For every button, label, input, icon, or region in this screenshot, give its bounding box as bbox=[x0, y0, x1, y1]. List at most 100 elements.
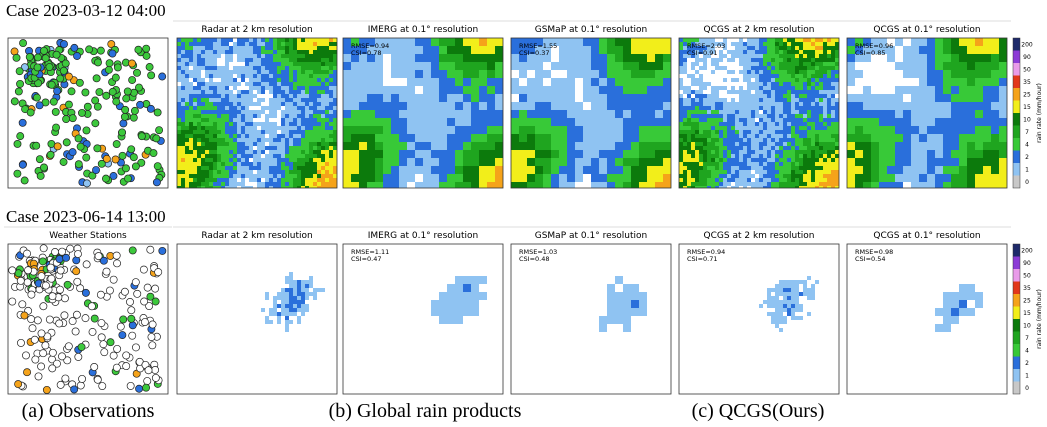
rain-cell bbox=[747, 102, 751, 106]
rain-cell bbox=[791, 114, 795, 118]
rain-cell bbox=[811, 66, 815, 70]
rain-cell bbox=[309, 146, 313, 150]
rain-cell bbox=[245, 98, 249, 102]
rain-cell bbox=[711, 158, 715, 162]
rain-cell bbox=[309, 70, 313, 74]
rain-cell bbox=[835, 82, 839, 86]
rain-cell bbox=[807, 122, 811, 126]
rain-cell bbox=[983, 134, 991, 142]
rain-cell bbox=[943, 308, 951, 316]
station bbox=[94, 376, 101, 383]
rain-cell bbox=[791, 126, 795, 130]
rain-cell bbox=[201, 78, 205, 82]
rain-cell bbox=[261, 182, 265, 186]
rain-cell bbox=[599, 38, 607, 46]
rain-cell bbox=[241, 158, 245, 162]
rain-cell bbox=[297, 106, 301, 110]
rain-cell bbox=[775, 296, 779, 300]
rain-cell bbox=[799, 50, 803, 54]
rain-cell bbox=[233, 50, 237, 54]
rain-cell bbox=[309, 280, 313, 284]
rain-cell bbox=[265, 126, 269, 130]
rain-cell bbox=[759, 38, 763, 42]
rain-cell bbox=[185, 158, 189, 162]
rain-cell bbox=[221, 74, 225, 78]
rain-cell bbox=[431, 308, 439, 316]
rain-cell bbox=[999, 126, 1007, 134]
station bbox=[38, 330, 45, 337]
rain-cell bbox=[771, 78, 775, 82]
rain-cell bbox=[847, 126, 855, 134]
rain-cell bbox=[447, 94, 455, 102]
rain-cell bbox=[487, 94, 495, 102]
rain-cell bbox=[375, 166, 383, 174]
rain-cell bbox=[811, 146, 815, 150]
rain-cell bbox=[367, 134, 375, 142]
rain-cell bbox=[455, 126, 463, 134]
station bbox=[128, 60, 135, 67]
rain-cell bbox=[631, 70, 639, 78]
rain-cell bbox=[827, 126, 831, 130]
rain-cell bbox=[739, 126, 743, 130]
rain-cell bbox=[463, 126, 471, 134]
rain-cell bbox=[795, 38, 799, 42]
rain-cell bbox=[703, 166, 707, 170]
rain-cell bbox=[783, 62, 787, 66]
rain-cell bbox=[879, 110, 887, 118]
rain-cell bbox=[201, 122, 205, 126]
panel-title: IMERG at 0.1° resolution bbox=[368, 25, 478, 35]
rain-cell bbox=[245, 174, 249, 178]
rain-cell bbox=[177, 178, 181, 182]
station bbox=[17, 133, 24, 140]
rain-cell bbox=[735, 158, 739, 162]
rain-cell bbox=[285, 42, 289, 46]
rain-cell bbox=[325, 146, 329, 150]
rain-cell bbox=[189, 74, 193, 78]
rain-cell bbox=[647, 62, 655, 70]
rain-cell bbox=[575, 150, 583, 158]
rain-cell bbox=[831, 58, 835, 62]
rain-cell bbox=[535, 86, 543, 94]
rain-cell bbox=[261, 42, 265, 46]
rain-cell bbox=[919, 142, 927, 150]
rain-cell bbox=[811, 74, 815, 78]
rain-cell bbox=[719, 98, 723, 102]
rain-cell bbox=[787, 74, 791, 78]
rain-cell bbox=[751, 82, 755, 86]
rain-cell bbox=[731, 150, 735, 154]
rain-cell bbox=[787, 126, 791, 130]
rain-cell bbox=[991, 182, 999, 188]
rain-cell bbox=[783, 166, 787, 170]
station bbox=[159, 247, 166, 254]
rain-cell bbox=[257, 178, 261, 182]
rain-cell bbox=[495, 134, 503, 142]
rain-cell bbox=[511, 158, 519, 166]
rain-cell bbox=[329, 182, 333, 186]
rain-cell bbox=[209, 146, 213, 150]
rain-cell bbox=[819, 62, 823, 66]
rain-cell bbox=[819, 142, 823, 146]
rain-cell bbox=[375, 102, 383, 110]
rain-cell bbox=[317, 122, 321, 126]
rain-cell bbox=[333, 182, 337, 186]
rain-cell bbox=[293, 90, 297, 94]
rain-cell bbox=[775, 130, 779, 134]
rain-cell bbox=[835, 174, 839, 178]
rain-cell bbox=[265, 74, 269, 78]
rain-cell bbox=[763, 98, 767, 102]
station bbox=[109, 88, 116, 95]
rain-cell bbox=[799, 122, 803, 126]
rain-cell bbox=[197, 150, 201, 154]
rain-cell bbox=[265, 42, 269, 46]
rain-cell bbox=[739, 102, 743, 106]
rain-cell bbox=[779, 114, 783, 118]
station bbox=[16, 80, 23, 87]
rain-cell bbox=[819, 102, 823, 106]
rain-cell bbox=[329, 114, 333, 118]
rain-cell bbox=[269, 50, 273, 54]
rain-cell bbox=[325, 134, 329, 138]
rain-cell bbox=[285, 138, 289, 142]
rain-cell bbox=[543, 110, 551, 118]
station bbox=[148, 333, 155, 340]
rain-cell bbox=[301, 134, 305, 138]
